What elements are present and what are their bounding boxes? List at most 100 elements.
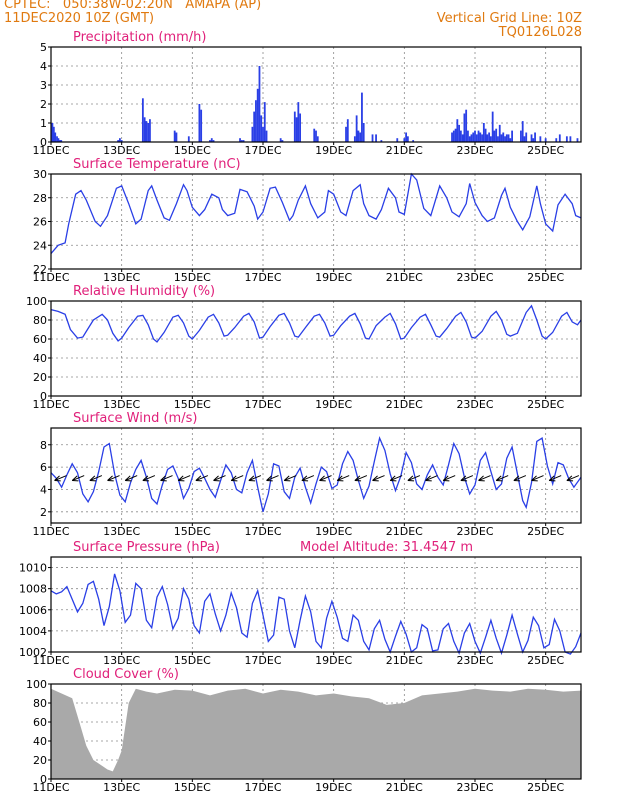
x-tick-label: 13DEC: [103, 144, 140, 157]
precip-bar: [468, 136, 471, 142]
wind-arrow: [442, 475, 456, 482]
precip-bar: [371, 134, 374, 142]
wind-arrow: [566, 475, 580, 482]
precip-bar: [544, 138, 547, 142]
rh-panel: 0 20 40 60 80 100 11DEC 13DEC 15DEC 17DEC 19DEC 21D…: [26, 284, 582, 411]
x-tick-label: 25DEC: [527, 525, 564, 538]
cloud-title: Cloud Cover (%): [73, 667, 179, 682]
temp-panel: 22 24 26 28 30 11DEC 13DEC 15DEC 17DEC 19DEC 21DEC…: [32, 157, 582, 284]
x-tick-label: 17DEC: [244, 398, 281, 411]
precip-bar: [51, 123, 54, 142]
x-tick-label: 11DEC: [32, 654, 69, 667]
run-date: 11DEC2020 10Z (GMT): [4, 11, 155, 26]
wind-arrow: [301, 475, 315, 482]
precip-bar: [117, 140, 120, 142]
precip-bar: [359, 132, 362, 142]
wind-arrow: [54, 475, 67, 482]
x-tick-label: 25DEC: [527, 271, 564, 284]
x-tick-label: 13DEC: [103, 525, 140, 538]
precip-bar: [509, 138, 512, 142]
precip-bar: [57, 138, 60, 142]
wind-arrow: [71, 475, 85, 482]
x-tick-label: 11DEC: [32, 271, 69, 284]
pressure-title: Surface Pressure (hPa): [73, 540, 220, 555]
x-tick-label: 17DEC: [244, 654, 281, 667]
wind-arrow: [213, 475, 226, 482]
precip-bar: [315, 130, 317, 142]
wind-arrow: [142, 475, 156, 482]
precip-bar: [459, 130, 462, 142]
precip-bar: [240, 140, 243, 142]
y-tick-label: 2: [40, 98, 47, 111]
precip-bar: [555, 138, 558, 142]
precip-bar: [198, 104, 201, 142]
precip-bar: [569, 136, 572, 142]
x-tick-label: 19DEC: [315, 144, 352, 157]
x-tick-label: 13DEC: [103, 654, 140, 667]
precip-bar: [484, 128, 487, 142]
y-tick-label: 100: [26, 295, 47, 308]
y-tick-label: 20: [33, 754, 47, 767]
x-tick-label: 23DEC: [456, 654, 493, 667]
x-tick-label: 15DEC: [174, 271, 211, 284]
precip-frame: [50, 46, 582, 143]
precip-bar: [405, 132, 407, 142]
wind-arrow: [89, 475, 103, 482]
precip-bar: [52, 126, 55, 142]
precip-bar: [452, 130, 455, 142]
x-tick-label: 21DEC: [386, 144, 423, 157]
x-tick-label: 15DEC: [174, 398, 211, 411]
wind-arrow: [478, 475, 491, 482]
x-tick-label: 15DEC: [174, 781, 211, 794]
grid-note: Vertical Grid Line: 10Z: [436, 11, 582, 26]
precip-bar: [380, 140, 383, 142]
wind-arrow: [160, 475, 173, 482]
precip-bar: [299, 113, 301, 142]
x-tick-label: 11DEC: [32, 144, 69, 157]
precip-bar: [403, 138, 406, 142]
precip-bar: [576, 138, 579, 142]
y-tick-label: 1008: [19, 583, 47, 596]
precip-bar: [119, 138, 121, 142]
precip-bar: [520, 130, 522, 142]
wind-arrow: [177, 475, 191, 482]
wind-arrow: [513, 475, 527, 482]
precip-bar: [532, 138, 535, 142]
y-tick-label: 0: [40, 390, 47, 403]
precip-bar: [175, 132, 178, 142]
precip-bar: [256, 88, 259, 142]
wind-arrow: [389, 475, 403, 482]
x-tick-label: 15DEC: [174, 144, 211, 157]
precip-bar: [297, 102, 300, 142]
precip-bar: [251, 126, 254, 142]
precip-bar: [210, 138, 213, 142]
precip-bar: [456, 119, 459, 142]
wind-arrow: [283, 475, 297, 482]
precip-bar: [495, 128, 498, 142]
precip-bar: [463, 113, 466, 142]
precip-bar: [313, 128, 316, 142]
x-tick-label: 11DEC: [32, 781, 69, 794]
precip-bar: [479, 132, 482, 142]
precip-bar: [525, 132, 528, 142]
x-tick-label: 23DEC: [456, 525, 493, 538]
rh-frame: [50, 300, 582, 397]
wind-arrow: [195, 475, 209, 482]
x-tick-label: 17DEC: [244, 144, 281, 157]
x-tick-label: 25DEC: [527, 144, 564, 157]
x-tick-label: 17DEC: [244, 781, 281, 794]
wind-line: [50, 436, 582, 512]
precip-bar: [253, 111, 256, 142]
y-tick-label: 26: [33, 216, 47, 229]
precip-bar: [209, 140, 211, 142]
y-tick-label: 100: [26, 678, 47, 691]
x-tick-label: 13DEC: [103, 398, 140, 411]
precip-bar: [355, 115, 358, 142]
precip-bar: [406, 136, 409, 142]
precip-bar: [530, 134, 533, 142]
wind-arrow: [372, 475, 385, 482]
run-code: TQ0126L028: [498, 25, 582, 40]
y-tick-label: 28: [33, 192, 47, 205]
x-tick-label: 21DEC: [386, 525, 423, 538]
precip-bar: [212, 140, 215, 142]
